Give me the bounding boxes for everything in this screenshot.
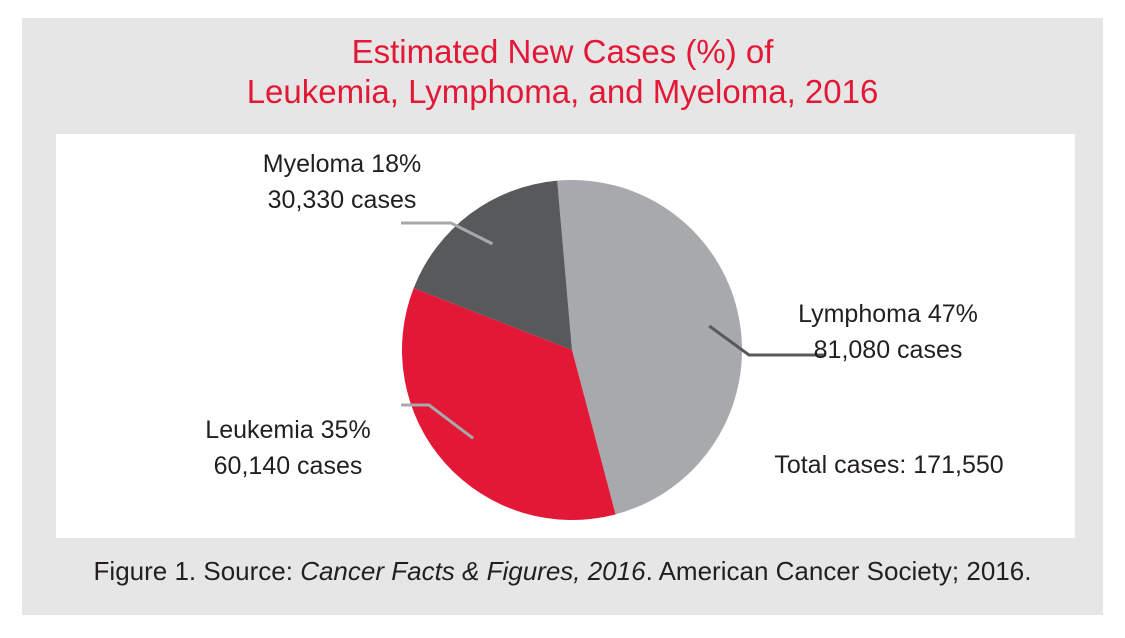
caption-source-title: Cancer Facts & Figures, 2016 — [300, 556, 646, 586]
leader-line-lymphoma — [708, 324, 826, 357]
caption-prefix: Figure 1. Source: — [93, 556, 301, 586]
leukemia-label: Leukemia 35% 60,140 cases — [205, 416, 370, 480]
myeloma-percent-label: Myeloma 18% — [263, 150, 421, 178]
lymphoma-percent-label: Lymphoma 47% — [798, 300, 978, 328]
pie-slice-myeloma — [413, 180, 572, 350]
pie-slices — [401, 180, 742, 521]
pie-slice-lymphoma — [557, 180, 742, 515]
lymphoma-cases-label: 81,080 cases — [814, 336, 963, 364]
leader-line-myeloma — [401, 221, 494, 246]
myeloma-label: Myeloma 18% 30,330 cases — [263, 150, 421, 214]
leader-line-leukemia — [401, 403, 475, 440]
leukemia-cases-label: 60,140 cases — [214, 452, 363, 480]
figure-frame: Estimated New Cases (%) of Leukemia, Lym… — [22, 18, 1103, 615]
chart-panel: Myeloma 18% 30,330 cases Lymphoma 47% 81… — [56, 134, 1075, 538]
chart-title-line-2: Leukemia, Lymphoma, and Myeloma, 2016 — [246, 73, 879, 110]
pie-slice-leukemia — [401, 288, 616, 521]
leukemia-percent-label: Leukemia 35% — [205, 416, 370, 444]
lymphoma-label: Lymphoma 47% 81,080 cases — [798, 300, 978, 364]
leader-lines — [401, 221, 826, 440]
chart-title-line-1: Estimated New Cases (%) of — [351, 33, 774, 70]
total-cases-label: Total cases: 171,550 — [774, 451, 1003, 479]
myeloma-cases-label: 30,330 cases — [268, 186, 417, 214]
figure-caption: Figure 1. Source: Cancer Facts & Figures… — [22, 556, 1103, 587]
chart-title: Estimated New Cases (%) of Leukemia, Lym… — [22, 32, 1103, 112]
caption-suffix: . American Cancer Society; 2016. — [645, 556, 1032, 586]
pie-chart: Myeloma 18% 30,330 cases Lymphoma 47% 81… — [205, 150, 1004, 521]
